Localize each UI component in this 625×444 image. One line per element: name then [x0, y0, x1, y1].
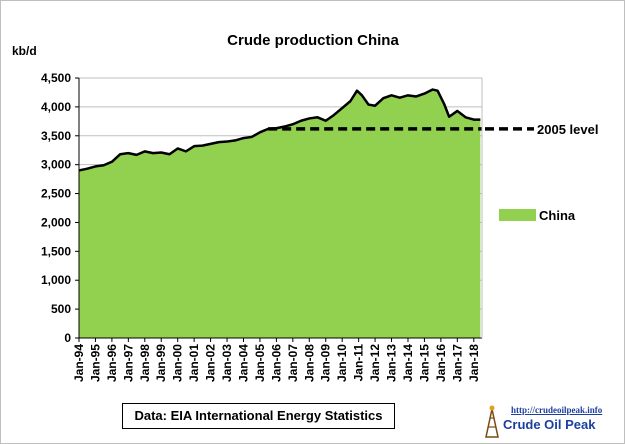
x-tick-label: Jan-09: [319, 344, 333, 382]
legend: 2005 level China: [485, 122, 598, 223]
legend-china-label: China: [539, 208, 576, 223]
x-tick-label: Jan-12: [368, 344, 382, 382]
data-source-note: Data: EIA International Energy Statistic…: [122, 403, 395, 429]
x-tick-label: Jan-99: [154, 344, 168, 382]
x-tick-label: Jan-10: [335, 344, 349, 382]
y-tick-label: 3,500: [41, 129, 71, 143]
axes: 0 500 1,000 1,500 2,000 2,500 3,000 3,500 4,000 4…: [41, 71, 483, 382]
x-tick-label: Jan-18: [467, 344, 481, 382]
y-tick-label: 3,000: [41, 158, 71, 172]
x-tick-label: Jan-94: [72, 344, 86, 382]
x-tick-label: Jan-02: [204, 344, 218, 382]
china-line: [78, 88, 481, 172]
y-tick-label: 4,000: [41, 100, 71, 114]
x-tick-label: Jan-14: [401, 344, 415, 382]
x-tick-label: Jan-98: [138, 344, 152, 382]
legend-china-swatch: [499, 209, 536, 221]
china-area: [79, 89, 481, 338]
y-tick-label: 0: [64, 331, 71, 345]
x-tick-label: Jan-05: [253, 344, 267, 382]
plot-area: [78, 88, 482, 338]
brand-name: Crude Oil Peak: [503, 417, 596, 432]
oil-derrick-icon: [485, 405, 499, 438]
chart-title: Crude production China: [227, 32, 399, 49]
y-tick-label: 500: [51, 302, 71, 316]
x-tick-label: Jan-15: [417, 344, 431, 382]
y-tick-label: 4,500: [41, 71, 71, 85]
x-tick-label: Jan-07: [286, 344, 300, 382]
y-tick-label: 2,500: [41, 187, 71, 201]
y-axis-label: kb/d: [12, 44, 37, 58]
x-tick-label: Jan-95: [88, 344, 102, 382]
x-tick-label: Jan-01: [187, 344, 201, 382]
x-tick-label: Jan-08: [302, 344, 316, 382]
y-tick-label: 2,000: [41, 215, 71, 229]
y-tick-label: 1,000: [41, 273, 71, 287]
x-tick-label: Jan-06: [269, 344, 283, 382]
y-tick-label: 1,500: [41, 244, 71, 258]
x-tick-label: Jan-11: [352, 344, 366, 382]
brand-logo: http://crudeoilpeak.info Crude Oil Peak: [477, 403, 617, 439]
x-tick-label: Jan-96: [105, 344, 119, 382]
x-tick-label: Jan-97: [121, 344, 135, 382]
legend-2005-label: 2005 level: [537, 122, 598, 137]
x-tick-label: Jan-13: [385, 344, 399, 382]
x-tick-label: Jan-16: [434, 344, 448, 382]
x-tick-label: Jan-04: [236, 344, 250, 382]
x-tick-label: Jan-00: [171, 344, 185, 382]
brand-url-link[interactable]: http://crudeoilpeak.info: [511, 405, 603, 415]
x-tick-label: Jan-03: [220, 344, 234, 382]
x-tick-label: Jan-17: [450, 344, 464, 382]
